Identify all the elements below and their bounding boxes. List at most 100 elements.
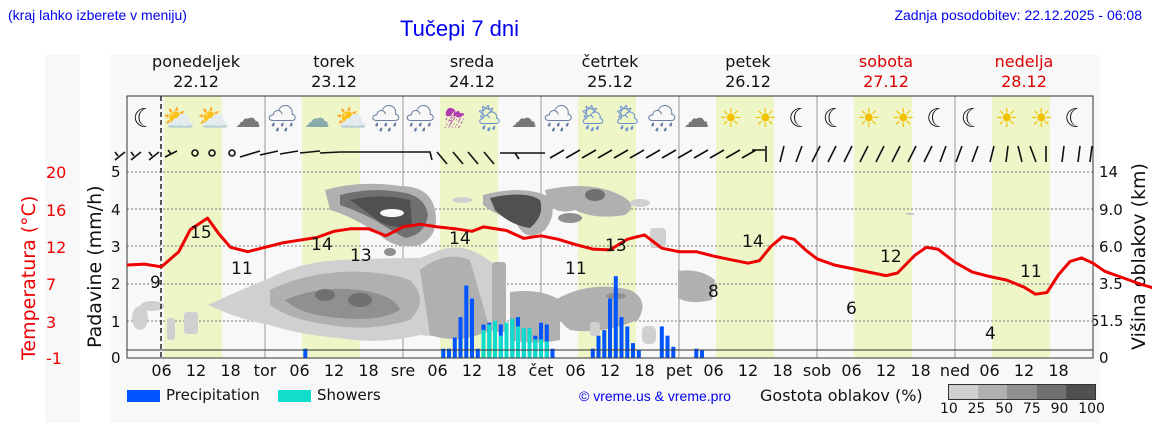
shower-bar — [527, 328, 532, 358]
x-axis-ticks: 06 12 18 tor 06 12 18 sre 06 12 18 čet 06 12 18 pet 06 12… — [127, 361, 1093, 381]
temp-value-label: 6 — [846, 299, 857, 319]
temp-tick: 3 — [46, 313, 57, 332]
moon-cloud-rain-icon: 🌧 — [403, 104, 437, 134]
precip-bar — [441, 348, 446, 358]
temp-tick: 7 — [46, 275, 57, 294]
sun-icon: ☀ — [1029, 104, 1053, 134]
x-tick-label: 06 — [289, 361, 310, 380]
cloud-height-tick: 6.0 — [1099, 238, 1123, 256]
precip-tick: 0 — [111, 349, 121, 367]
shower-bar — [504, 322, 509, 358]
day-header: sreda 24.12 — [449, 52, 495, 91]
x-tick-label: 12 — [1013, 361, 1035, 380]
shower-bar — [539, 339, 543, 358]
shower-bar — [498, 335, 503, 358]
moon-cloud-icon: ☁ — [234, 104, 261, 134]
temp-tick: 16 — [46, 201, 67, 220]
x-tick-label: 18 — [634, 361, 655, 380]
shower-bar — [533, 339, 538, 358]
x-tick-label: 06 — [841, 361, 862, 380]
location-hint: (kraj lahko izberete v meniju) — [8, 7, 187, 23]
x-tick-label: 12 — [185, 361, 207, 380]
precip-bar — [447, 348, 451, 358]
x-tick-label: 18 — [772, 361, 793, 380]
temp-tick: -1 — [46, 349, 62, 368]
sun-cloud-icon: ⛅ — [162, 104, 195, 134]
x-tick-label: 06 — [565, 361, 586, 380]
page-title: Tučepi 7 dni — [400, 16, 520, 41]
cloud-height-tick: 14 — [1099, 163, 1119, 181]
shower-bar — [521, 328, 526, 358]
x-tick-label: 18 — [910, 361, 931, 380]
temp-value-label: 4 — [985, 324, 996, 344]
precip-bar — [475, 348, 480, 358]
day-header: ponedeljek 22.12 — [152, 52, 240, 91]
x-tick-label: 18 — [496, 361, 517, 380]
moon-cloud-rain-icon: 🌧 — [541, 104, 575, 134]
temp-value-label: 14 — [449, 229, 471, 249]
temp-tick: 20 — [46, 163, 67, 182]
x-tick-label: 18 — [1048, 361, 1069, 380]
precip-bar — [544, 324, 549, 358]
precip-bar — [590, 348, 595, 358]
precipitation-legend-label: Precipitation — [166, 386, 260, 404]
copyright-link[interactable]: © vreme.us & vreme.pro — [579, 388, 731, 404]
x-tick-label: 18 — [358, 361, 379, 380]
x-tick-label: 06 — [979, 361, 1000, 380]
precip-tick: 3 — [111, 238, 121, 256]
temp-value-label: 9 — [150, 273, 161, 293]
moon-cloud-icon: ☁ — [683, 104, 710, 134]
cloud-density-scale — [948, 384, 1096, 400]
precip-bar — [452, 337, 457, 358]
temp-axis-panel — [45, 55, 80, 423]
cloud-height-tick: 0 — [1099, 349, 1109, 367]
x-tick-label: 06 — [703, 361, 724, 380]
cloud-height-tick: 3.5 — [1099, 275, 1123, 293]
precip-tick: 2 — [111, 275, 121, 293]
moon-icon: ☾ — [822, 104, 846, 134]
precip-bar — [636, 350, 641, 358]
precip-tick: 4 — [111, 201, 121, 219]
precip-bar — [458, 317, 463, 358]
precip-bar — [625, 326, 630, 358]
x-tick-label: 12 — [875, 361, 897, 380]
sun-cloud-icon: ⛅ — [197, 104, 230, 134]
precip-bar — [608, 298, 612, 358]
cloud-height-tick: 51.5 — [1090, 312, 1124, 330]
weather-icons-row: ☾ ⛅ ⛅ ☁ 🌧 ☁ ⛅ 🌧 🌧 ⛈ 🌦 ☁ 🌧 🌦 🌦 🌧 ☁ ☀ ☀ ☾ ☾ ☀ ☀ ☾ ☾ ☀ ☀ ☾ — [127, 97, 1093, 141]
precip-tick: 1 — [111, 313, 121, 331]
moon-cloud-rain-icon: 🌧 — [645, 104, 679, 134]
temp-value-label: 15 — [190, 223, 212, 243]
last-update: Zadnja posodobitev: 22.12.2025 - 06:08 — [894, 7, 1142, 23]
sun-cloud-rain-icon: 🌦 — [610, 104, 644, 134]
precip-bar — [550, 348, 555, 358]
temp-value-label: 8 — [708, 282, 719, 302]
precip-bar — [700, 350, 704, 358]
sun-cloud-icon: ⛅ — [335, 104, 368, 134]
precip-bar — [303, 348, 308, 358]
temp-value-label: 11 — [231, 259, 253, 279]
cloud-density-title: Gostota oblakov (%) — [760, 386, 923, 405]
cloud-density-ticks: 10 25 50 75 90 100 — [940, 401, 1105, 417]
temp-tick: 12 — [46, 238, 67, 257]
precip-bar — [665, 335, 670, 358]
x-tick-label: tor — [253, 361, 277, 380]
day-header: petek 26.12 — [725, 52, 771, 91]
x-tick-label: 18 — [220, 361, 241, 380]
sun-icon: ☀ — [857, 104, 881, 134]
precip-bar — [464, 285, 469, 358]
moon-icon: ☾ — [132, 104, 156, 134]
moon-icon: ☾ — [1064, 104, 1088, 134]
precip-bar — [470, 298, 474, 358]
precip-bar — [631, 343, 635, 358]
temp-value-label: 13 — [350, 246, 372, 266]
sun-thunder-icon: ⛈ — [444, 103, 466, 134]
precip-bar — [613, 276, 618, 358]
x-tick-label: 06 — [427, 361, 448, 380]
x-tick-label: pet — [665, 361, 693, 380]
showers-legend-swatch — [278, 390, 311, 402]
temp-value-label: 13 — [605, 236, 627, 256]
moon-icon: ☾ — [788, 104, 812, 134]
sun-icon: ☀ — [753, 104, 777, 134]
